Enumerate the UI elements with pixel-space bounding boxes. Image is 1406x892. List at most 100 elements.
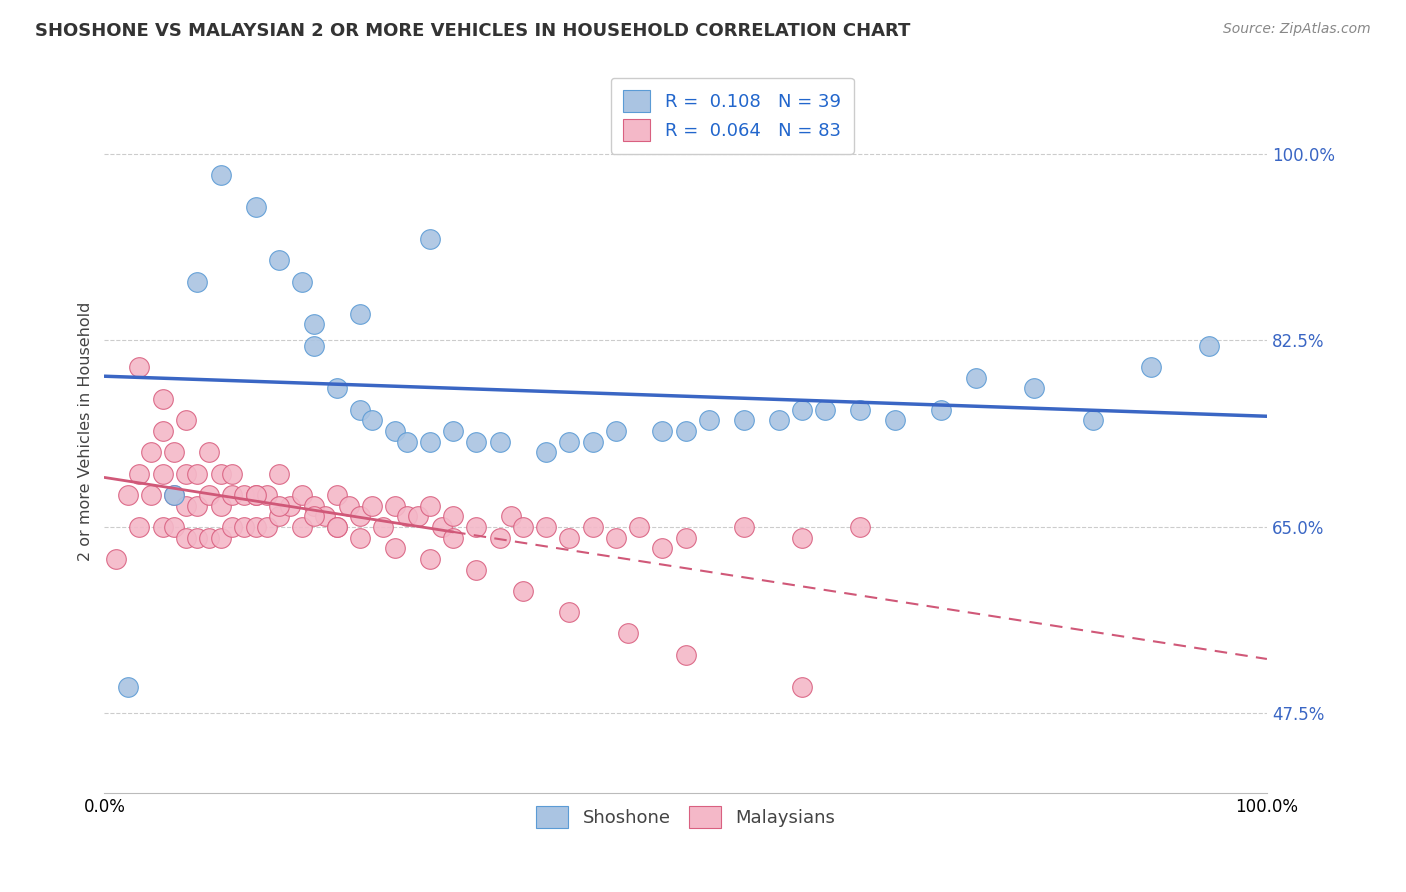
Point — [326, 520, 349, 534]
Point — [267, 253, 290, 268]
Point — [267, 467, 290, 481]
Point — [558, 605, 581, 619]
Point — [558, 531, 581, 545]
Point — [488, 531, 510, 545]
Point — [384, 424, 406, 438]
Point — [139, 445, 162, 459]
Point — [326, 488, 349, 502]
Point — [849, 402, 872, 417]
Point — [174, 499, 197, 513]
Point — [256, 488, 278, 502]
Point — [582, 520, 605, 534]
Point — [326, 381, 349, 395]
Point — [245, 200, 267, 214]
Point — [360, 499, 382, 513]
Point — [152, 392, 174, 406]
Point — [186, 467, 208, 481]
Point — [267, 509, 290, 524]
Point — [384, 499, 406, 513]
Point — [198, 445, 221, 459]
Point — [441, 531, 464, 545]
Point — [209, 499, 232, 513]
Point — [501, 509, 523, 524]
Point — [430, 520, 453, 534]
Point — [291, 488, 314, 502]
Point — [558, 434, 581, 449]
Point — [256, 520, 278, 534]
Point — [1198, 339, 1220, 353]
Point — [384, 541, 406, 556]
Point — [209, 467, 232, 481]
Legend: Shoshone, Malaysians: Shoshone, Malaysians — [529, 798, 842, 835]
Point — [534, 445, 557, 459]
Point — [675, 424, 697, 438]
Point — [360, 413, 382, 427]
Point — [651, 424, 673, 438]
Point — [628, 520, 651, 534]
Point — [280, 499, 302, 513]
Point — [326, 520, 349, 534]
Point — [128, 359, 150, 374]
Point — [198, 531, 221, 545]
Point — [245, 488, 267, 502]
Point — [616, 626, 638, 640]
Point — [337, 499, 360, 513]
Point — [152, 467, 174, 481]
Point — [605, 424, 627, 438]
Point — [105, 552, 128, 566]
Text: SHOSHONE VS MALAYSIAN 2 OR MORE VEHICLES IN HOUSEHOLD CORRELATION CHART: SHOSHONE VS MALAYSIAN 2 OR MORE VEHICLES… — [35, 22, 911, 40]
Text: Source: ZipAtlas.com: Source: ZipAtlas.com — [1223, 22, 1371, 37]
Point — [373, 520, 395, 534]
Point — [419, 232, 441, 246]
Point — [174, 413, 197, 427]
Point — [441, 509, 464, 524]
Point — [488, 434, 510, 449]
Point — [790, 680, 813, 694]
Point — [419, 499, 441, 513]
Point — [697, 413, 720, 427]
Point — [232, 520, 254, 534]
Point — [349, 531, 371, 545]
Point — [174, 467, 197, 481]
Point — [221, 488, 243, 502]
Point — [768, 413, 790, 427]
Point — [302, 318, 325, 332]
Point — [349, 307, 371, 321]
Point — [245, 488, 267, 502]
Point — [291, 520, 314, 534]
Point — [152, 520, 174, 534]
Point — [1081, 413, 1104, 427]
Point — [163, 488, 186, 502]
Point — [965, 370, 987, 384]
Point — [465, 520, 488, 534]
Point — [849, 520, 872, 534]
Point — [209, 168, 232, 182]
Point — [883, 413, 905, 427]
Point — [209, 531, 232, 545]
Point — [733, 413, 755, 427]
Point — [117, 680, 139, 694]
Point — [582, 434, 605, 449]
Point — [302, 339, 325, 353]
Point — [419, 434, 441, 449]
Point — [349, 509, 371, 524]
Point — [512, 520, 534, 534]
Point — [314, 509, 336, 524]
Point — [790, 402, 813, 417]
Point — [534, 520, 557, 534]
Point — [441, 424, 464, 438]
Point — [1139, 359, 1161, 374]
Point — [465, 562, 488, 576]
Point — [163, 520, 186, 534]
Point — [221, 520, 243, 534]
Point — [174, 531, 197, 545]
Y-axis label: 2 or more Vehicles in Household: 2 or more Vehicles in Household — [79, 301, 93, 560]
Point — [814, 402, 837, 417]
Point — [931, 402, 953, 417]
Point — [186, 531, 208, 545]
Point — [163, 445, 186, 459]
Point — [1024, 381, 1046, 395]
Point — [117, 488, 139, 502]
Point — [128, 520, 150, 534]
Point — [406, 509, 429, 524]
